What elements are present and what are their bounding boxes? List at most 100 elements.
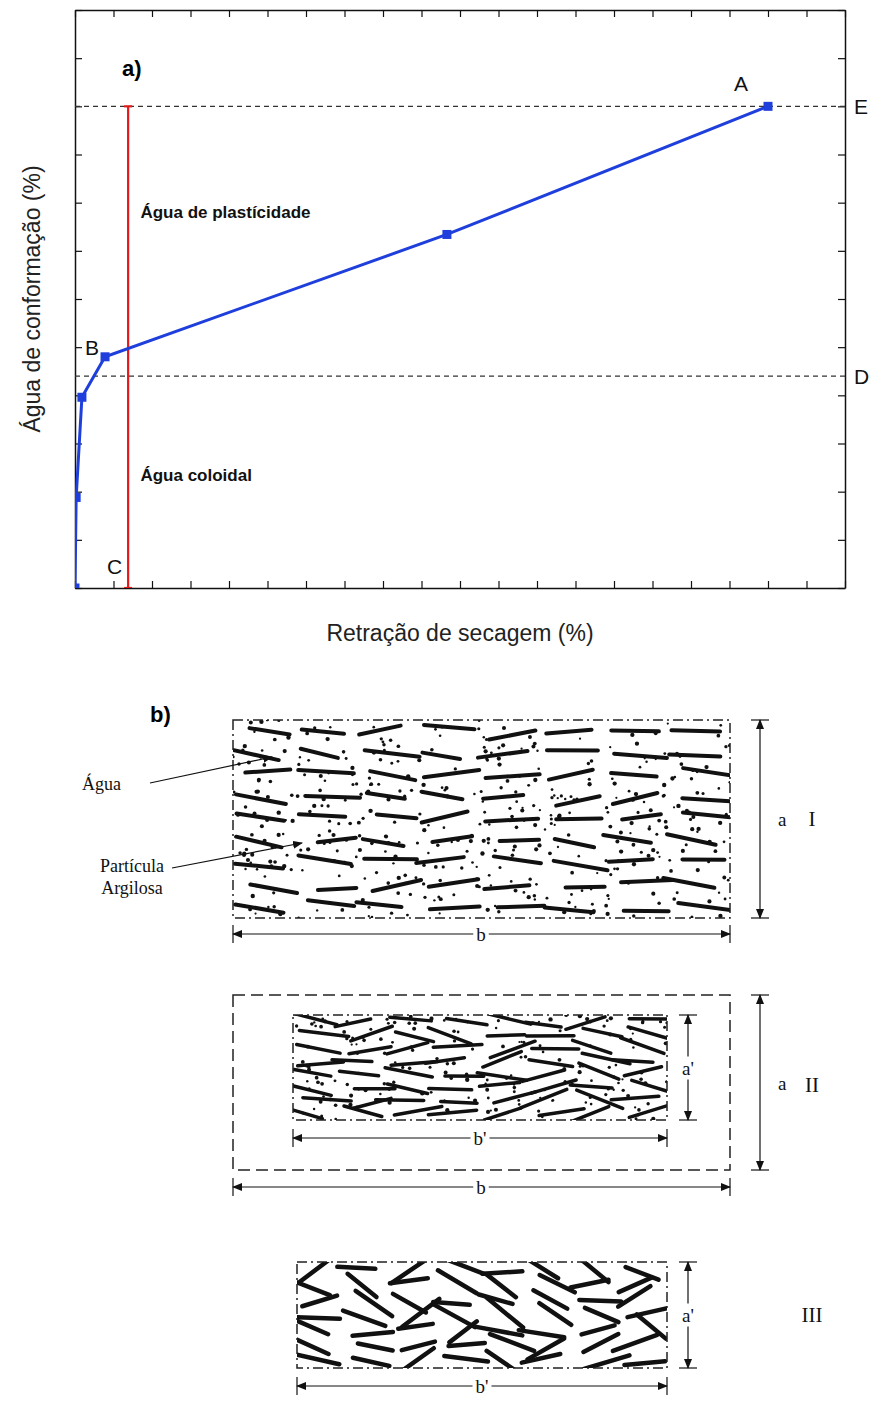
water-dot xyxy=(471,1048,474,1051)
x-tick-mark xyxy=(575,10,576,17)
water-dot xyxy=(379,758,383,762)
clay-particle xyxy=(428,1110,476,1114)
clay-particle xyxy=(367,793,405,799)
water-dot xyxy=(295,1024,298,1027)
water-dot xyxy=(334,1079,337,1082)
water-dot xyxy=(427,852,430,855)
clay-particle xyxy=(250,728,290,734)
water-dot xyxy=(443,826,446,829)
clay-particle xyxy=(343,1311,385,1326)
dimension-end xyxy=(751,917,769,918)
dimension-end xyxy=(679,1367,697,1368)
water-dot xyxy=(539,1044,542,1047)
clay-particle xyxy=(354,1087,395,1091)
water-dot xyxy=(441,786,444,789)
clay-particle xyxy=(449,1321,477,1342)
water-dot xyxy=(570,893,573,896)
reference-line-label: D xyxy=(854,365,869,388)
water-dot xyxy=(695,791,699,795)
water-dot xyxy=(483,736,485,738)
x-tick xyxy=(345,10,346,17)
water-dot xyxy=(393,820,396,823)
water-dot xyxy=(533,823,537,827)
x-tick xyxy=(306,10,307,17)
water-dot xyxy=(396,891,400,895)
water-dot xyxy=(319,1025,323,1029)
label-patch xyxy=(471,1127,490,1150)
water-dot xyxy=(380,737,383,740)
water-dot xyxy=(707,899,711,903)
water-dot xyxy=(559,1029,562,1032)
water-dot xyxy=(587,782,591,786)
callout-label: PartículaArgilosa xyxy=(100,856,164,898)
clay-particle xyxy=(245,770,290,773)
water-dot xyxy=(384,834,388,838)
water-dot xyxy=(391,1041,394,1044)
clay-particle xyxy=(556,796,600,805)
data-point xyxy=(101,352,110,361)
water-dot xyxy=(647,827,651,831)
water-dot xyxy=(528,735,532,739)
water-dot xyxy=(398,789,401,792)
water-dot xyxy=(657,819,661,823)
y-tick xyxy=(838,251,845,252)
diagram: b)abIÁguaPartículaArgilosaa'ab'bIIa'b'II… xyxy=(82,702,822,1398)
water-dot xyxy=(718,787,721,790)
x-tick xyxy=(499,10,500,17)
callouts: Água PartículaArgilosa xyxy=(82,757,302,898)
x-tick-mark xyxy=(344,10,345,17)
water-dot xyxy=(615,840,619,844)
water-dot xyxy=(409,893,412,896)
clay-particle xyxy=(683,813,730,818)
water-dot xyxy=(616,867,619,870)
callout-label: Água xyxy=(82,773,121,794)
clay-particle xyxy=(669,755,720,757)
clay-particle xyxy=(298,855,350,864)
water-dot xyxy=(719,724,722,727)
water-dot xyxy=(532,804,535,807)
dimension-end xyxy=(296,1377,297,1395)
water-dot xyxy=(290,819,294,823)
water-dot xyxy=(704,765,708,769)
water-dot xyxy=(499,786,502,789)
clay-particle xyxy=(424,725,475,729)
clay-particle xyxy=(297,1337,328,1354)
water-dot xyxy=(397,744,401,748)
water-dot xyxy=(397,760,400,763)
water-dot xyxy=(299,756,301,758)
water-dot xyxy=(262,763,266,767)
water-dot xyxy=(520,748,522,750)
y-tick-mark xyxy=(75,10,82,11)
clay-particle xyxy=(614,754,667,758)
water-dot xyxy=(649,808,653,812)
clay-particle xyxy=(490,1334,534,1351)
clay-particle xyxy=(390,1278,428,1283)
clay-particle xyxy=(237,813,285,820)
water-dot xyxy=(480,851,484,855)
clay-particle xyxy=(353,1358,389,1366)
water-dot xyxy=(527,784,530,787)
water-dot xyxy=(351,1043,353,1045)
water-dot xyxy=(585,1101,587,1103)
clay-particle xyxy=(498,906,545,908)
water-dot xyxy=(672,897,676,901)
water-dot xyxy=(639,766,642,769)
water-dot xyxy=(524,1055,528,1059)
y-tick-mark xyxy=(75,154,82,155)
water-dot xyxy=(282,833,284,835)
water-dot xyxy=(495,1027,498,1030)
clay-particle xyxy=(445,1074,484,1078)
clay-particle xyxy=(611,728,659,733)
y-tick-mark xyxy=(75,251,82,252)
water-dot xyxy=(430,748,434,752)
water-dot xyxy=(315,1076,319,1080)
panel-label: b) xyxy=(150,702,171,727)
y-tick-mark xyxy=(75,588,82,589)
clay-particle xyxy=(632,1080,667,1092)
water-dot xyxy=(501,743,505,747)
water-dot xyxy=(514,889,518,893)
water-dot xyxy=(550,814,553,817)
y-tick xyxy=(838,10,845,11)
water-dot xyxy=(372,726,375,729)
clay-particle xyxy=(302,730,344,734)
